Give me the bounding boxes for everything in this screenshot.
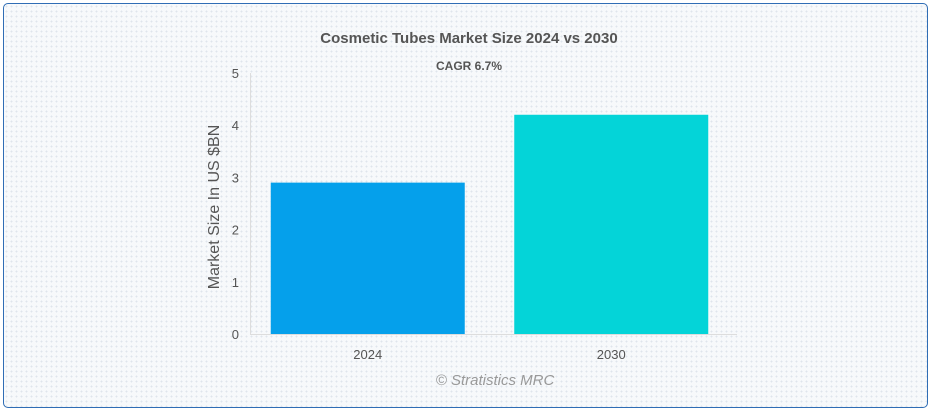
chart-card: Cosmetic Tubes Market Size 2024 vs 2030 … [3, 3, 928, 408]
y-tick-label: 3 [232, 170, 239, 185]
y-tick-label: 2 [232, 223, 239, 238]
y-tick-label: 1 [232, 275, 239, 290]
chart-title: Cosmetic Tubes Market Size 2024 vs 2030 [320, 30, 617, 47]
bar-2030[interactable] [514, 114, 709, 334]
bar-2024[interactable] [270, 182, 465, 334]
y-tick-label: 0 [232, 327, 239, 342]
y-tick-label: 4 [232, 118, 239, 133]
source-credit: © Stratistics MRC [436, 372, 555, 389]
y-axis-label: Market Size In US $BN [206, 125, 223, 290]
x-tick-label: 2024 [353, 347, 382, 362]
x-tick-label: 2030 [597, 347, 626, 362]
x-axis-ticks: 2024 2030 [353, 347, 625, 362]
bar-chart: Cosmetic Tubes Market Size 2024 vs 2030 … [206, 30, 737, 389]
y-axis-ticks: 0 1 2 3 4 5 [232, 66, 239, 342]
chart-subtitle: CAGR 6.7% [436, 59, 502, 73]
y-tick-label: 5 [232, 66, 239, 81]
bar-series [270, 114, 709, 334]
